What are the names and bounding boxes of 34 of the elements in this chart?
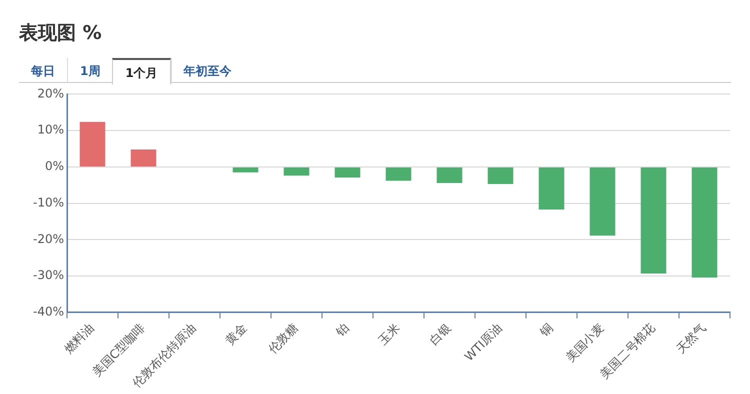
bar xyxy=(692,167,718,278)
bar xyxy=(386,167,412,181)
text: 每日 xyxy=(30,63,56,80)
y-tick-label: -10% xyxy=(32,195,64,210)
bar xyxy=(590,167,616,236)
bar xyxy=(538,167,564,210)
chart-title: 表现图 % xyxy=(19,21,102,46)
bar xyxy=(80,122,106,166)
x-tick-label: 黄金 xyxy=(222,320,250,348)
y-tick-label: -30% xyxy=(32,268,64,282)
bar xyxy=(488,167,514,184)
bar xyxy=(640,167,666,274)
y-tick-label: 10% xyxy=(37,122,64,137)
x-tick-label: 铂 xyxy=(332,320,352,340)
text: 1周 xyxy=(67,58,112,82)
y-tick-label: 20% xyxy=(37,86,64,100)
x-tick-label: WTI原油 xyxy=(462,320,505,364)
x-tick-label: 玉米 xyxy=(376,320,403,348)
x-tick-label: 铜 xyxy=(536,320,556,340)
x-tick-label: 伦敦糖 xyxy=(265,320,301,356)
y-tick-label: -20% xyxy=(32,232,64,246)
x-tick-label: 白银 xyxy=(426,320,454,348)
x-tick-label: 美国小麦 xyxy=(562,320,607,365)
bar xyxy=(232,167,258,172)
bar xyxy=(436,167,462,183)
text: 年初至今 xyxy=(170,58,244,82)
bar xyxy=(284,167,310,176)
bar xyxy=(130,149,156,166)
bar xyxy=(334,167,360,178)
text: 1个月 xyxy=(112,58,171,85)
y-tick-label: -40% xyxy=(32,304,64,319)
x-tick-label: 燃料油 xyxy=(61,320,97,356)
y-tick-label: 0% xyxy=(44,159,64,174)
x-tick-label: 天然气 xyxy=(673,320,709,356)
